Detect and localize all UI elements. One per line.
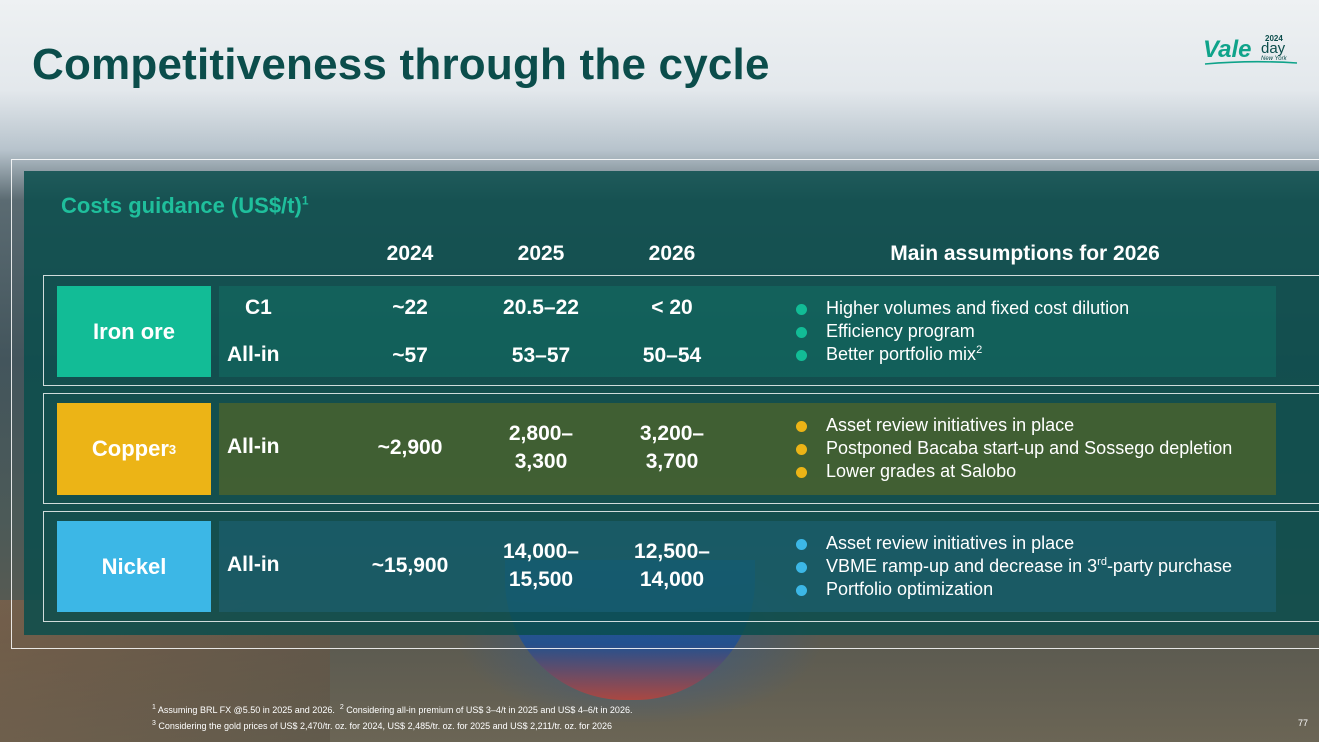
list-item: Higher volumes and fixed cost dilution <box>796 297 1129 320</box>
logo-city: New York <box>1261 56 1287 62</box>
footnotes: 1 Assuming BRL FX @5.50 in 2025 and 2026… <box>152 701 632 733</box>
iron-ore-allin-2024: ~57 <box>392 344 428 367</box>
copper-allin-label: All-in <box>227 435 280 458</box>
logo-brand: Vale <box>1203 36 1252 63</box>
copper-allin-2024: ~2,900 <box>377 436 443 459</box>
copper-label-footnote: 3 <box>168 441 177 457</box>
vale-day-logo: Vale 2024 day New York <box>1203 34 1303 68</box>
copper-row-frame <box>43 393 1319 504</box>
year-header-2026: 2026 <box>648 242 696 265</box>
copper-allin-2025: 2,800– 3,300 <box>508 422 574 473</box>
page-title: Competitiveness through the cycle <box>32 40 770 89</box>
costs-panel <box>24 171 1319 635</box>
nickel-allin-2026: 12,500– 14,000 <box>634 540 710 591</box>
list-item: Lower grades at Salobo <box>796 460 1232 483</box>
bullet-dot-icon <box>796 562 807 573</box>
year-header-2024: 2024 <box>386 242 434 265</box>
iron-ore-allin-label: All-in <box>227 343 280 366</box>
nickel-row-frame <box>43 511 1319 622</box>
bullet-dot-icon <box>796 444 807 455</box>
bullet-dot-icon <box>796 585 807 596</box>
page-number: 77 <box>1298 718 1309 728</box>
year-header-2025: 2025 <box>517 242 565 265</box>
copper-allin-2026: 3,200– 3,700 <box>639 422 705 473</box>
list-item: Asset review initiatives in place <box>796 532 1232 555</box>
costs-title-bold: Costs guidance <box>61 193 225 218</box>
iron-ore-allin-2026: 50–54 <box>642 344 702 367</box>
list-item: VBME ramp-up and decrease in 3rd-party p… <box>796 555 1232 578</box>
nickel-allin-2024: ~15,900 <box>371 554 449 577</box>
iron-ore-c1-label: C1 <box>245 296 272 319</box>
bullet-dot-icon <box>796 327 807 338</box>
costs-title-footnote: 1 <box>301 193 309 208</box>
list-item: Efficiency program <box>796 320 1129 343</box>
bullet-dot-icon <box>796 421 807 432</box>
footnote-line-1: 1 Assuming BRL FX @5.50 in 2025 and 2026… <box>152 704 633 715</box>
footnote-line-2: 3 Considering the gold prices of US$ 2,4… <box>152 720 613 731</box>
logo-swoosh-icon <box>1204 60 1298 65</box>
logo-year: 2024 <box>1265 34 1283 43</box>
iron-ore-c1-2026: < 20 <box>651 296 693 319</box>
content-frame <box>11 159 1319 649</box>
iron-ore-label: Iron ore <box>57 286 211 377</box>
iron-ore-label-text: Iron ore <box>93 318 175 344</box>
assumptions-header: Main assumptions for 2026 <box>890 242 1160 265</box>
logo-event: day <box>1261 40 1286 57</box>
nickel-allin-label: All-in <box>227 553 280 576</box>
iron-ore-row-frame <box>43 275 1319 386</box>
iron-ore-allin-2025: 53–57 <box>511 344 571 367</box>
costs-title-unit: (US$/t) <box>230 193 302 218</box>
costs-guidance-title: Costs guidance (US$/t)1 <box>61 193 309 219</box>
nickel-assumptions: Asset review initiatives in place VBME r… <box>796 532 1232 601</box>
copper-label-text: Copper <box>91 436 169 461</box>
bullet-dot-icon <box>796 539 807 550</box>
copper-assumptions: Asset review initiatives in place Postpo… <box>796 414 1232 483</box>
list-item: Asset review initiatives in place <box>796 414 1232 437</box>
copper-row-fill <box>219 403 1276 495</box>
list-item: Portfolio optimization <box>796 578 1232 601</box>
iron-ore-c1-2025: 20.5–22 <box>503 296 579 319</box>
iron-ore-row-fill <box>219 286 1276 377</box>
iron-ore-c1-2024: ~22 <box>392 296 428 319</box>
iron-ore-assumptions: Higher volumes and fixed cost dilution E… <box>796 297 1129 366</box>
nickel-label-text: Nickel <box>101 553 167 579</box>
copper-label: Copper 3 <box>57 403 211 495</box>
list-item: Better portfolio mix2 <box>796 343 1129 366</box>
nickel-label: Nickel <box>57 521 211 612</box>
nickel-row-fill <box>219 521 1276 612</box>
list-item: Postponed Bacaba start-up and Sossego de… <box>796 437 1232 460</box>
bullet-dot-icon <box>796 304 807 315</box>
bullet-dot-icon <box>796 350 807 361</box>
nickel-allin-2025: 14,000– 15,500 <box>503 540 579 591</box>
bullet-dot-icon <box>796 467 807 478</box>
